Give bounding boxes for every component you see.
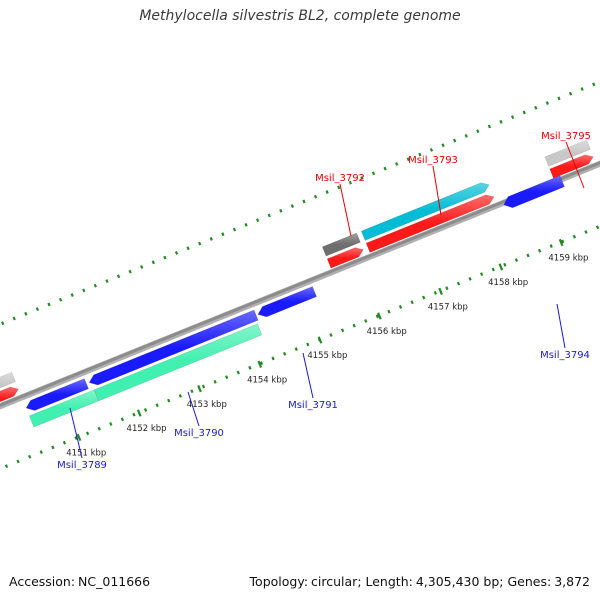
scale-tick-major: [257, 360, 263, 368]
cds-arrow-forward[interactable]: [326, 247, 364, 269]
genome-summary: Topology: circular; Length: 4,305,430 bp; …: [249, 574, 590, 589]
gene-label[interactable]: Msil_3794: [540, 350, 590, 361]
forward-scale-row: [1, 82, 596, 326]
gene-label[interactable]: Msil_3792: [315, 173, 365, 184]
gene-label[interactable]: Msil_3793: [408, 155, 458, 166]
scale-label: 4152 kbp: [127, 424, 167, 434]
gene-leader-line: [339, 183, 352, 237]
scale-tick-major: [438, 287, 443, 295]
gene-leader-line: [187, 391, 200, 427]
gene-arrow-forward[interactable]: [360, 182, 490, 241]
scale-label: 4159 kbp: [548, 254, 588, 264]
accession-value: NC_011666: [78, 574, 151, 589]
map-title: Methylocella silvestris BL2, complete ge…: [139, 8, 461, 24]
scale-tick-major: [197, 385, 202, 393]
scale-label: 4156 kbp: [367, 327, 407, 337]
reverse-scale-row: [4, 225, 600, 469]
length-value: 4,305,430 bp: [415, 574, 500, 589]
gene-leader-line: [69, 407, 83, 459]
gene-feature-gray[interactable]: [0, 371, 16, 398]
cds-arrow-forward[interactable]: [0, 386, 19, 411]
scale-label: 4151 kbp: [66, 448, 106, 458]
cds-arrow-forward[interactable]: [549, 154, 594, 179]
gene-leader-line: [432, 165, 442, 216]
gene-label[interactable]: Msil_3790: [174, 428, 224, 439]
topology-label: Topology:: [249, 574, 309, 589]
genes-value: 3,872: [554, 574, 590, 589]
gene-arrow-reverse[interactable]: [88, 309, 259, 386]
scale-label: 4154 kbp: [247, 375, 287, 385]
gene-label[interactable]: Msil_3789: [57, 460, 107, 471]
scale-tick-major: [136, 409, 142, 417]
scale-tick-major: [377, 312, 382, 320]
scale-label: 4153 kbp: [187, 400, 227, 410]
gene-label[interactable]: Msil_3791: [288, 400, 338, 411]
genes-label: Genes:: [507, 574, 552, 589]
gene-feature-gray[interactable]: [544, 139, 591, 167]
accession-info: Accession: NC_011666: [9, 574, 150, 589]
scale-tick-major: [558, 238, 564, 247]
gene-leader-line: [565, 141, 585, 189]
topology-value: circular: [311, 574, 358, 589]
gene-arrow-reverse[interactable]: [257, 286, 317, 318]
gene-feature-gray[interactable]: [321, 232, 361, 257]
scale-tick-major: [76, 433, 82, 442]
scale-tick-major: [317, 336, 323, 344]
cds-arrow-forward[interactable]: [365, 194, 495, 253]
scale-tick-major: [498, 263, 504, 271]
scale-label: 4158 kbp: [488, 278, 528, 288]
gene-arrow-reverse[interactable]: [25, 378, 89, 411]
accession-label: Accession:: [9, 574, 76, 589]
gene-leader-line: [302, 352, 314, 399]
scale-label: 4157 kbp: [428, 302, 468, 312]
gene-leader-line: [556, 303, 566, 349]
scale-label: 4155 kbp: [307, 351, 347, 361]
rna-feature[interactable]: [93, 323, 263, 402]
gene-label[interactable]: Msil_3795: [541, 131, 591, 142]
length-label: Length:: [365, 574, 413, 589]
gene-arrow-reverse[interactable]: [503, 175, 565, 209]
